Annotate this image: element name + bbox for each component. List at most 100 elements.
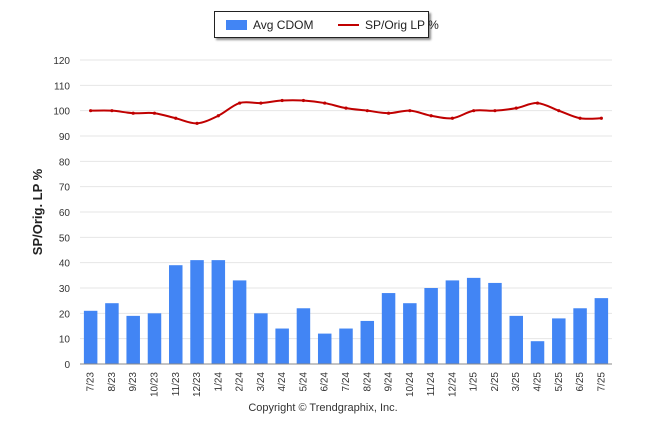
y-tick-label: 70 bbox=[59, 183, 71, 194]
point-sp-orig-lp bbox=[301, 98, 306, 103]
x-tick-label: 8/23 bbox=[107, 372, 118, 392]
y-tick-label: 0 bbox=[64, 360, 70, 371]
point-sp-orig-lp bbox=[408, 109, 412, 113]
x-tick-label: 4/24 bbox=[277, 372, 288, 392]
x-tick-label: 7/25 bbox=[596, 372, 607, 392]
x-tick-label: 11/24 bbox=[426, 372, 437, 397]
point-sp-orig-lp bbox=[259, 101, 263, 105]
bar-avg-cdom bbox=[445, 280, 460, 364]
grid bbox=[80, 59, 612, 340]
x-tick-label: 6/25 bbox=[575, 372, 586, 392]
point-sp-orig-lp bbox=[195, 121, 199, 125]
legend-label-avg-cdom: Avg CDOM bbox=[253, 18, 314, 32]
legend: Avg CDOM SP/Orig LP % bbox=[214, 11, 439, 38]
y-tick-label: 10 bbox=[59, 335, 71, 346]
x-tick-label: 10/24 bbox=[405, 372, 416, 397]
bar-avg-cdom bbox=[552, 318, 566, 364]
bar-avg-cdom bbox=[360, 320, 375, 364]
point-sp-orig-lp bbox=[174, 116, 178, 120]
x-tick-label: 5/24 bbox=[298, 372, 309, 392]
x-tick-label: 4/25 bbox=[533, 372, 544, 392]
bar-avg-cdom bbox=[126, 315, 140, 364]
y-tick-label: 50 bbox=[59, 233, 71, 244]
y-tick-label: 60 bbox=[59, 208, 71, 219]
point-sp-orig-lp bbox=[323, 101, 327, 105]
point-sp-orig-lp bbox=[89, 109, 93, 113]
x-tick-label: 1/25 bbox=[469, 372, 480, 392]
point-sp-orig-lp bbox=[238, 101, 242, 105]
bar-avg-cdom bbox=[275, 328, 289, 364]
y-tick-label: 120 bbox=[53, 56, 70, 67]
point-sp-orig-lp bbox=[578, 116, 582, 120]
line-sp-orig-lp bbox=[90, 99, 602, 125]
x-tick-label: 12/24 bbox=[447, 372, 458, 397]
y-tick-label: 80 bbox=[59, 157, 71, 168]
bar-avg-cdom bbox=[254, 313, 268, 364]
y-tick-label: 90 bbox=[59, 132, 71, 143]
bar-avg-cdom bbox=[594, 298, 609, 364]
point-sp-orig-lp bbox=[110, 109, 114, 113]
point-sp-orig-lp bbox=[365, 109, 369, 113]
bar-avg-cdom bbox=[211, 260, 226, 364]
y-tick-label: 30 bbox=[59, 284, 71, 295]
bar-avg-cdom bbox=[488, 282, 502, 364]
bar-series bbox=[83, 260, 609, 364]
y-tick-label: 20 bbox=[59, 309, 71, 320]
point-sp-orig-lp bbox=[535, 101, 540, 105]
point-sp-orig-lp bbox=[472, 109, 476, 113]
point-sp-orig-lp bbox=[450, 116, 454, 120]
x-tick-label: 2/25 bbox=[490, 372, 501, 392]
axes: 0 10 20 30 40 50 60 70 80 90 100 110 120 7/23 8/23 9/23… bbox=[53, 56, 612, 397]
bar-avg-cdom bbox=[296, 308, 311, 364]
bar-avg-cdom bbox=[190, 260, 204, 364]
legend-label-sp-orig-lp: SP/Orig LP % bbox=[365, 18, 439, 32]
point-sp-orig-lp bbox=[514, 106, 518, 110]
point-sp-orig-lp bbox=[152, 111, 157, 115]
point-sp-orig-lp bbox=[131, 111, 135, 115]
bar-avg-cdom bbox=[169, 265, 183, 364]
copyright-text: Copyright © Trendgraphix, Inc. bbox=[248, 402, 398, 414]
x-tick-label: 7/23 bbox=[86, 372, 97, 392]
x-tick-label: 10/23 bbox=[149, 372, 160, 397]
bar-avg-cdom bbox=[232, 280, 247, 364]
bar-avg-cdom bbox=[147, 313, 162, 364]
bar-avg-cdom bbox=[573, 308, 587, 364]
point-sp-orig-lp bbox=[493, 109, 497, 113]
x-tick-label: 8/24 bbox=[362, 372, 373, 392]
point-sp-orig-lp bbox=[386, 111, 391, 115]
x-tick-label: 3/24 bbox=[256, 372, 267, 392]
x-tick-label: 1/24 bbox=[213, 372, 224, 392]
x-tick-label: 5/25 bbox=[554, 372, 565, 392]
bar-avg-cdom bbox=[83, 310, 98, 364]
point-sp-orig-lp bbox=[599, 116, 603, 120]
bar-avg-cdom bbox=[530, 341, 545, 364]
bar-avg-cdom bbox=[466, 277, 481, 364]
y-tick-label: 40 bbox=[59, 259, 71, 270]
bar-avg-cdom bbox=[424, 288, 438, 364]
bar-avg-cdom bbox=[381, 293, 396, 364]
point-sp-orig-lp bbox=[280, 98, 284, 103]
y-tick-label: 110 bbox=[54, 81, 70, 92]
bar-avg-cdom bbox=[339, 328, 353, 364]
legend-swatch-avg-cdom bbox=[226, 20, 247, 30]
x-tick-label: 11/23 bbox=[171, 372, 182, 397]
bar-avg-cdom bbox=[317, 333, 332, 364]
point-sp-orig-lp bbox=[557, 109, 561, 113]
bar-avg-cdom bbox=[105, 303, 119, 364]
x-tick-label: 6/24 bbox=[320, 372, 331, 392]
y-tick-label: 100 bbox=[53, 107, 70, 118]
line-series bbox=[89, 98, 603, 125]
y-axis-label: SP/Orig. LP % bbox=[30, 168, 45, 255]
x-tick-label: 2/24 bbox=[235, 372, 246, 392]
bar-avg-cdom bbox=[509, 315, 523, 364]
bar-avg-cdom bbox=[403, 303, 417, 364]
x-tick-label: 3/25 bbox=[511, 372, 522, 392]
point-sp-orig-lp bbox=[344, 106, 348, 110]
x-tick-label: 7/24 bbox=[341, 372, 352, 392]
point-sp-orig-lp bbox=[216, 114, 220, 118]
x-tick-label: 9/24 bbox=[384, 372, 395, 392]
x-tick-label: 9/23 bbox=[128, 372, 139, 392]
point-sp-orig-lp bbox=[429, 114, 433, 118]
